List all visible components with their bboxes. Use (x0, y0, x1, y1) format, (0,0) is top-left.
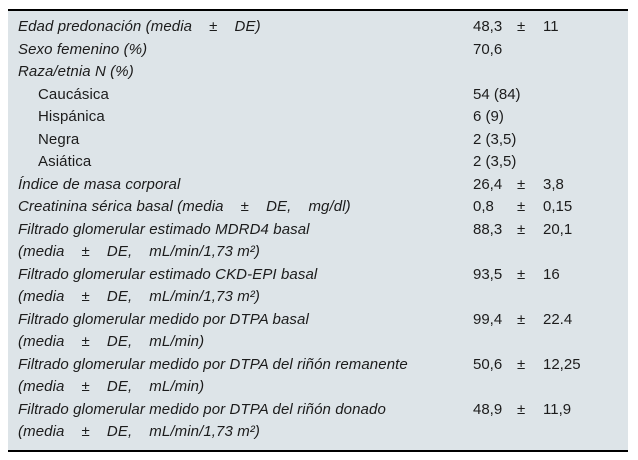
plus-minus-sign: ± (517, 198, 526, 215)
value-sd: 3,8 (543, 175, 564, 193)
value-sd: 12,25 (543, 355, 581, 373)
row-value: 88,3 ± 20,1 (473, 219, 572, 242)
value-sd: 11,9 (543, 400, 572, 418)
table-row: Filtrado glomerular medido por DTPA basa… (8, 309, 628, 354)
row-value: 50,6 ± 12,25 (473, 354, 581, 377)
plus-minus-sign (517, 39, 543, 62)
value-mean: 0,8 (473, 198, 494, 215)
value-sd: 20,1 (543, 220, 573, 238)
row-label: Raza/etnia N (%) (18, 63, 134, 80)
value-count: 2 (3,5) (473, 130, 517, 148)
row-value: 48,9 ± 11,9 (473, 399, 571, 422)
plus-minus-sign (521, 84, 547, 107)
row-value: 70,6 (473, 39, 543, 62)
table-row: Filtrado glomerular estimado CKD-EPI bas… (8, 264, 628, 309)
row-value: 0,8 ± 0,15 (473, 196, 572, 219)
row-label: Hispánica (38, 108, 105, 125)
value-count: 6 (9) (473, 108, 504, 125)
row-label: Filtrado glomerular medido por DTPA basa… (18, 310, 309, 351)
table-row-ethnicity: Asiática 2 (3,5) (8, 151, 628, 174)
table-row-ethnicity: Hispánica 6 (9) (8, 106, 628, 129)
table-row: Filtrado glomerular medido por DTPA del … (8, 399, 628, 444)
value-mean: 50,6 (473, 355, 503, 373)
row-label: Filtrado glomerular estimado CKD-EPI bas… (18, 265, 318, 306)
row-label: Negra (38, 130, 80, 148)
value-mean: 88,3 (473, 220, 503, 238)
plus-minus-sign (517, 151, 543, 174)
value-mean: 48,3 (473, 18, 503, 35)
value-sd: 0,15 (543, 198, 573, 215)
row-label: Filtrado glomerular medido por DTPA del … (18, 400, 386, 441)
row-value: 48,3 ± 11 (473, 16, 559, 39)
plus-minus-sign: ± (517, 18, 526, 35)
table-row: Sexo femenino (%) 70,6 (8, 39, 628, 62)
donor-characteristics-table: Edad predonación (media ± DE) 48,3 ± 11 … (8, 9, 628, 452)
row-value: 2 (3,5) (473, 151, 543, 174)
row-value: 93,5 ± 16 (473, 264, 560, 287)
value-mean: 26,4 (473, 175, 503, 193)
row-value: 2 (3,5) (473, 129, 543, 152)
value-mean: 93,5 (473, 265, 503, 283)
plus-minus-sign: ± (517, 175, 526, 193)
table-row: Creatinina sérica basal (media ± DE, mg/… (8, 196, 628, 219)
table-row: Índice de masa corporal 26,4 ± 3,8 (8, 174, 628, 197)
table-row-ethnicity: Caucásica 54 (84) (8, 84, 628, 107)
value-count: 2 (3,5) (473, 153, 517, 170)
value-mean: 70,6 (473, 40, 503, 58)
plus-minus-sign: ± (517, 265, 526, 283)
plus-minus-sign: ± (517, 220, 526, 238)
plus-minus-sign: ± (517, 355, 526, 373)
row-label: Sexo femenino (%) (18, 40, 148, 58)
plus-minus-sign: ± (517, 400, 526, 418)
plus-minus-sign: ± (517, 310, 526, 328)
row-label: Creatinina sérica basal (media ± DE, mg/… (18, 198, 351, 215)
row-value: 99,4 ± 22.4 (473, 309, 572, 332)
row-value: 6 (9) (473, 106, 543, 129)
row-value: 54 (84) (473, 84, 547, 107)
value-sd: 16 (543, 265, 560, 283)
plus-minus-sign (517, 106, 543, 129)
table-row: Filtrado glomerular estimado MDRD4 basal… (8, 219, 628, 264)
value-count: 54 (84) (473, 85, 521, 103)
table-row: Raza/etnia N (%) (8, 61, 628, 84)
table-row: Filtrado glomerular medido por DTPA del … (8, 354, 628, 399)
plus-minus-sign (517, 129, 543, 152)
row-label: Filtrado glomerular estimado MDRD4 basal… (18, 220, 310, 261)
row-label: Filtrado glomerular medido por DTPA del … (18, 355, 408, 396)
value-mean: 99,4 (473, 310, 503, 328)
row-label: Caucásica (38, 85, 109, 103)
row-label: Índice de masa corporal (18, 175, 181, 193)
value-sd: 11 (543, 18, 559, 35)
table-row: Edad predonación (media ± DE) 48,3 ± 11 (8, 16, 628, 39)
row-value: 26,4 ± 3,8 (473, 174, 564, 197)
value-sd: 22.4 (543, 310, 573, 328)
row-label: Asiática (38, 153, 92, 170)
table-row-ethnicity: Negra 2 (3,5) (8, 129, 628, 152)
value-mean: 48,9 (473, 400, 503, 418)
row-label: Edad predonación (media ± DE) (18, 18, 261, 35)
